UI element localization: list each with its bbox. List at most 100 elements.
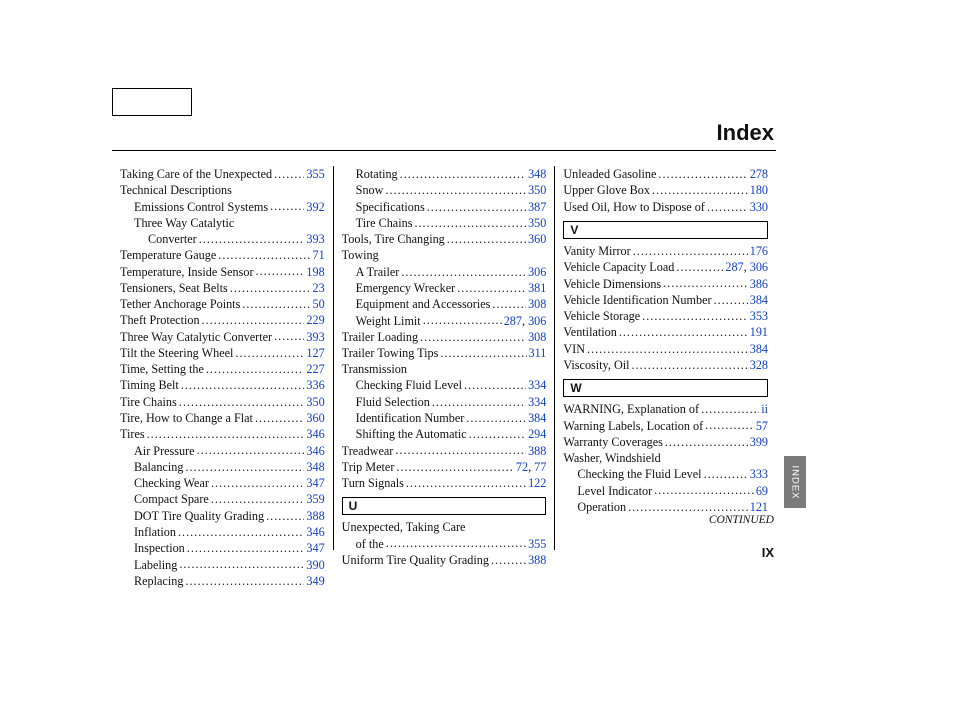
page-ref-link[interactable]: 308 [528,330,546,344]
page-ref-link[interactable]: 227 [306,362,324,376]
page-ref-link[interactable]: 353 [750,309,768,323]
page-ref-link[interactable]: 347 [306,541,324,555]
page-ref-link[interactable]: 229 [306,313,324,327]
page-ref-link[interactable]: 360 [306,411,324,425]
page-ref-link[interactable]: 69 [756,484,768,498]
page-ref-link[interactable]: ii [761,402,768,416]
index-entry-label: Level Indicator [577,483,652,499]
page-ref-link[interactable]: 77 [534,460,546,474]
page-ref-link[interactable]: 306 [528,314,546,328]
page-ref-link[interactable]: 198 [306,265,324,279]
page-ref-link[interactable]: 348 [306,460,324,474]
page-ref-link[interactable]: 346 [306,525,324,539]
page-ref-link[interactable]: 294 [528,427,546,441]
page-ref-link[interactable]: 348 [528,167,546,181]
page-ref-link[interactable]: 278 [750,167,768,181]
page-ref-link[interactable]: 384 [750,342,768,356]
page-ref-link[interactable]: 346 [306,427,324,441]
page-ref-link[interactable]: 392 [306,200,324,214]
page-ref-link[interactable]: 50 [312,297,324,311]
page-ref-link[interactable]: 349 [306,574,324,588]
index-entry: Converter393 [120,231,325,247]
page-ref-link[interactable]: 359 [306,492,324,506]
page-ref-link[interactable]: 306 [528,265,546,279]
page-ref-link[interactable]: 191 [750,325,768,339]
index-entry: Taking Care of the Unexpected355 [120,166,325,182]
leader-dots [185,573,304,585]
index-entry-label: Compact Spare [134,491,209,507]
page-ref-link[interactable]: 350 [528,216,546,230]
leader-dots [447,231,526,243]
index-entry-label: Labeling [134,557,177,573]
page-ref-link[interactable]: 360 [528,232,546,246]
page-ref-link[interactable]: 57 [756,419,768,433]
leader-dots [642,308,748,320]
page-ref-link[interactable]: 355 [528,537,546,551]
leader-dots [274,328,304,340]
page-ref-link[interactable]: 393 [306,232,324,246]
page-ref-link[interactable]: 350 [306,395,324,409]
page-refs: 393 [306,329,324,345]
page-ref-link[interactable]: 399 [750,435,768,449]
page-ref-link[interactable]: 384 [750,293,768,307]
index-entry-label: Emergency Wrecker [356,280,456,296]
page-ref-link[interactable]: 390 [306,558,324,572]
page-ref-link[interactable]: 387 [528,200,546,214]
leader-dots [270,198,304,210]
page-ref-link[interactable]: 306 [750,260,768,274]
page-ref-link[interactable]: 384 [528,411,546,425]
page-ref-link[interactable]: 311 [529,346,547,360]
index-entry: DOT Tire Quality Grading388 [120,508,325,524]
page-refs: 336 [306,377,324,393]
page-ref-link[interactable]: 386 [750,277,768,291]
page-ref-link[interactable]: 334 [528,378,546,392]
page-ref-link[interactable]: 336 [306,378,324,392]
page-refs: 349 [306,573,324,589]
leader-dots [274,166,304,178]
page-ref-link[interactable]: 23 [312,281,324,295]
page-ref-link[interactable]: 330 [750,200,768,214]
page-ref-link[interactable]: 347 [306,476,324,490]
page-ref-link[interactable]: 71 [312,248,324,262]
page-ref-link[interactable]: 287 [504,314,522,328]
page-ref-link[interactable]: 308 [528,297,546,311]
page-refs: 72, 77 [516,459,546,475]
page-ref-link[interactable]: 127 [306,346,324,360]
main-menu-box[interactable] [112,88,192,116]
page-ref-link[interactable]: 121 [750,500,768,514]
page-refs: 180 [750,182,768,198]
page-ref-link[interactable]: 334 [528,395,546,409]
leader-dots [178,524,304,536]
page-ref-link[interactable]: 176 [750,244,768,258]
leader-dots [491,552,526,564]
index-entry-label: VIN [563,341,585,357]
page-ref-link[interactable]: 350 [528,183,546,197]
index-text-line: Unexpected, Taking Care [342,519,547,535]
index-entry-label: Trailer Loading [342,329,418,345]
leader-dots [469,426,526,438]
leader-dots [256,263,305,275]
page-ref-link[interactable]: 328 [750,358,768,372]
page-ref-link[interactable]: 355 [306,167,324,181]
index-entry-label: Temperature, Inside Sensor [120,264,254,280]
index-entry-label: Time, Setting the [120,361,204,377]
index-entry-label: Unleaded Gasoline [563,166,656,182]
page-ref-link[interactable]: 393 [306,330,324,344]
page-ref-link[interactable]: 287 [725,260,743,274]
page-ref-link[interactable]: 388 [528,444,546,458]
page-ref-link[interactable]: 388 [306,509,324,523]
index-entry-label: Balancing [134,459,183,475]
page-title: Index [717,120,774,146]
index-entry-label: Tire Chains [120,394,177,410]
page-ref-link[interactable]: 122 [528,476,546,490]
page-ref-link[interactable]: 333 [750,467,768,481]
index-entry-label: Used Oil, How to Dispose of [563,199,705,215]
index-entry: Temperature Gauge71 [120,247,325,263]
index-entry: Emissions Control Systems392 [120,198,325,214]
page-ref-link[interactable]: 388 [528,553,546,567]
index-columns: Taking Care of the Unexpected355Technica… [112,166,776,550]
page-ref-link[interactable]: 72 [516,460,528,474]
page-ref-link[interactable]: 346 [306,444,324,458]
page-ref-link[interactable]: 381 [528,281,546,295]
page-ref-link[interactable]: 180 [750,183,768,197]
